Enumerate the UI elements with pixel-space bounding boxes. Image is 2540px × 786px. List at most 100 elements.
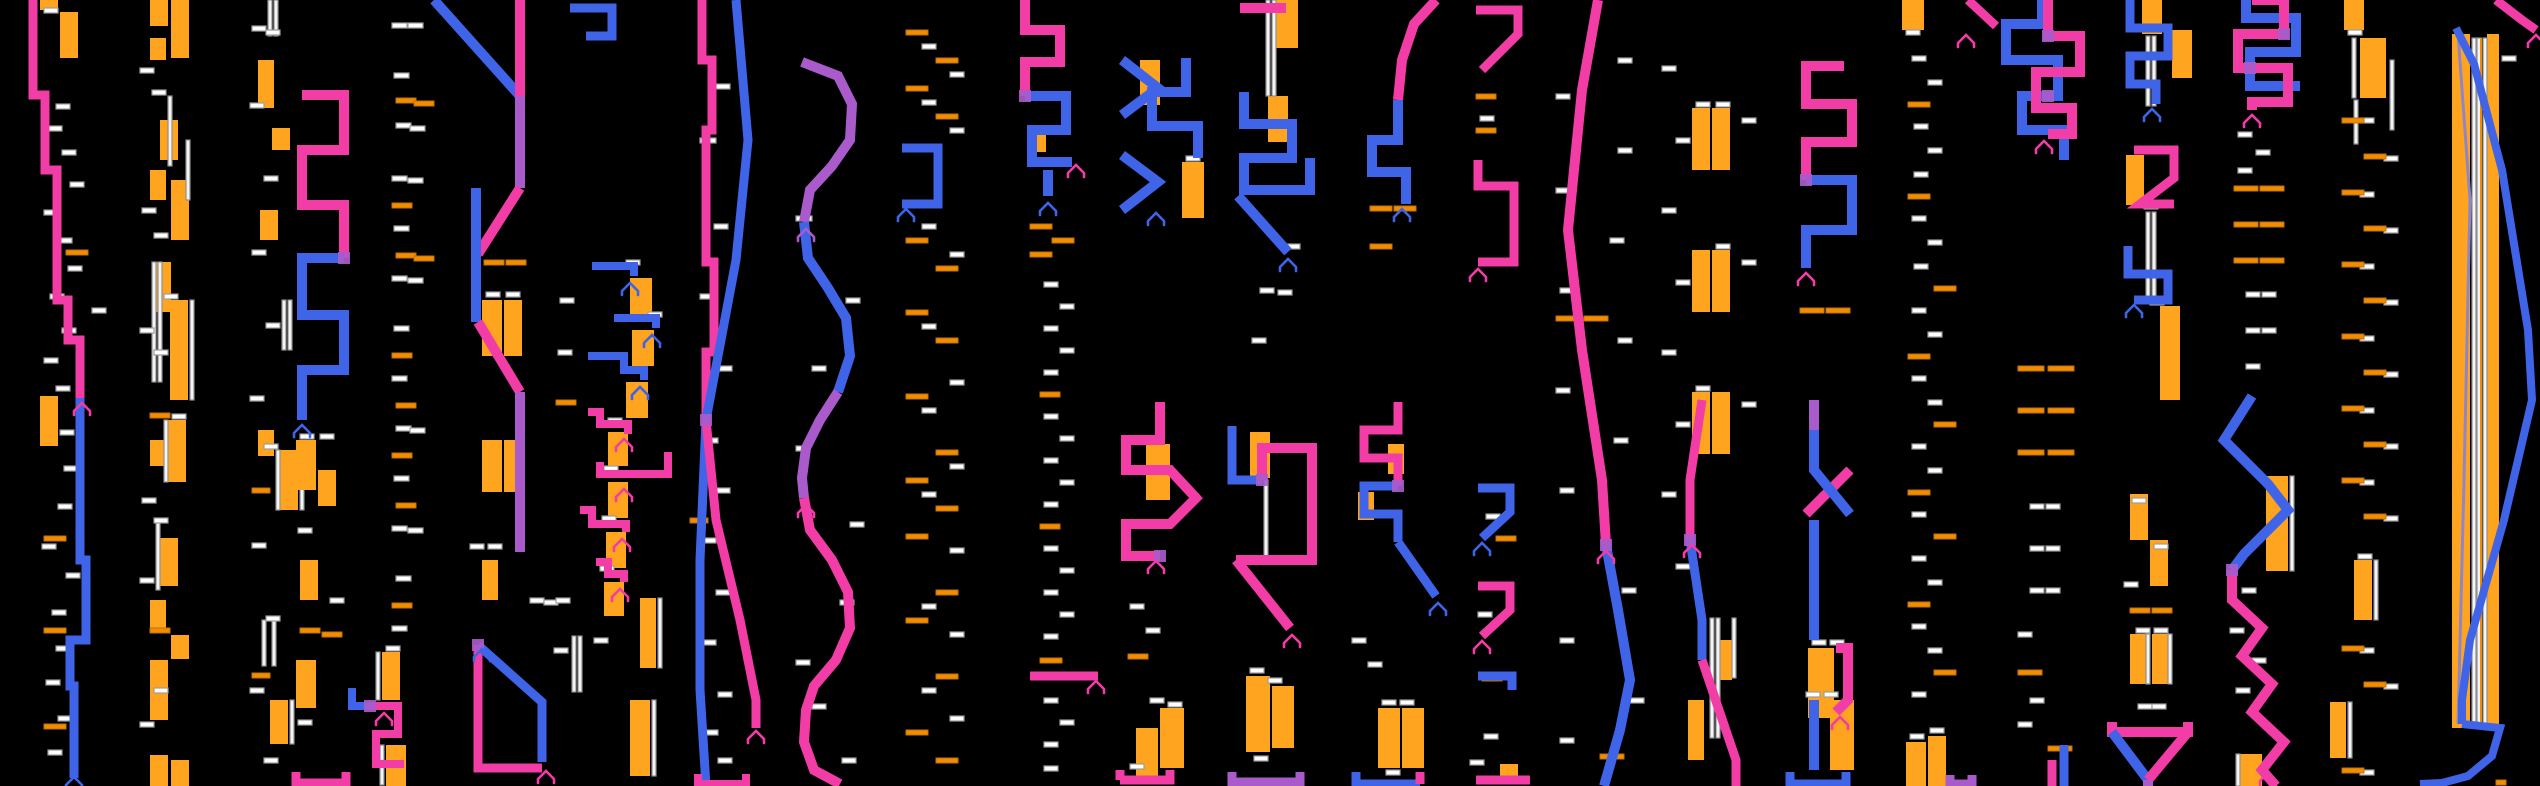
orange-dash [2363,681,2387,688]
lane-05-dash-ladder [348,22,435,786]
white-dash [1059,567,1075,574]
lane-14-pink-blue-steps [1351,0,1448,786]
orange-dash [1127,653,1149,660]
white-dash [393,325,410,332]
white-dash [1913,171,1929,178]
caret-mark [1796,271,1816,287]
vertical-bar [271,619,277,667]
white-dash [841,757,857,764]
white-dash [1621,587,1637,594]
caret-mark [2526,33,2540,49]
white-dash [949,547,965,554]
white-dash [1929,727,1945,734]
note-block [1712,108,1730,170]
lane-08-pink-vertical-blue-cross [689,0,766,786]
vertical-bar [155,519,161,591]
orange-dash [935,673,959,680]
orange-dash [149,627,171,634]
trace-line [1232,556,1294,632]
note-block [150,38,166,60]
white-dash [385,645,401,652]
white-dash [1675,137,1691,144]
white-dash [251,249,267,256]
note-block [630,700,650,776]
trace-joint [1019,90,1031,102]
trace-joint [2226,564,2238,576]
vertical-bar [151,261,157,383]
white-dash [1927,579,1943,586]
white-dash [2245,363,2261,370]
white-dash [1741,259,1757,266]
orange-dash [395,402,417,409]
orange-dash [2341,767,2365,774]
white-dash [1715,243,1731,250]
trace-line [2031,0,2085,139]
white-dash [1909,733,1925,740]
white-dash [845,297,861,304]
white-dash [1823,691,1839,698]
white-dash [2245,291,2261,298]
white-dash [2235,687,2251,694]
note-block [2130,634,2146,684]
trace-line [2107,722,2193,737]
orange-dash [1933,285,1957,292]
orange-dash [299,627,321,634]
white-dash [1167,701,1183,708]
lane-24-orange-band [2419,0,2540,786]
trace-line [1227,772,1305,786]
white-dash [1149,697,1165,704]
trace-line [1599,544,1636,786]
note-block [382,652,400,700]
trace-line [1367,100,1411,204]
white-dash [2237,131,2253,138]
white-dash [1715,101,1731,108]
vertical-bar [163,419,169,483]
white-dash [391,625,408,632]
trace-line [2233,0,2293,110]
white-dash [1911,215,1927,222]
white-dash [1043,413,1059,420]
caret-mark [374,711,394,727]
white-dash [1911,511,1927,518]
note-block [1136,728,1158,780]
orange-dash [2341,189,2365,196]
trace-line [596,452,672,478]
orange-dash [505,259,527,266]
white-dash [921,223,937,230]
white-dash [1805,691,1821,698]
orange-dash [2233,221,2259,228]
vertical-bar [2145,633,2151,685]
white-dash [69,181,85,188]
white-dash [1661,65,1677,72]
white-dash [1911,691,1927,698]
white-dash [141,207,157,214]
white-dash [1617,57,1633,64]
white-dash [1043,545,1059,552]
white-dash [2261,327,2277,334]
white-dash [2347,29,2363,36]
orange-dash [935,113,959,120]
note-block [150,600,166,630]
trace-line [2108,729,2152,783]
white-dash [1555,387,1571,394]
white-dash [2029,587,2045,594]
trace-line [902,143,943,209]
trace-line [1394,539,1440,599]
trace-line [695,419,711,786]
orange-dash [2233,185,2259,192]
note-block [2344,0,2364,30]
white-dash [593,637,609,644]
white-dash [1695,101,1711,108]
vertical-bar [1731,617,1737,679]
trace-line [297,90,349,258]
white-dash [1249,667,1265,674]
white-dash [2153,543,2169,550]
white-dash [1911,307,1927,314]
vertical-bar [2347,701,2353,759]
trace-line [1476,5,1523,74]
white-dash [45,679,61,686]
orange-dash [1039,391,1061,398]
trace-line [799,221,856,394]
white-dash [1043,281,1059,288]
lane-03-sparse-blocks [249,0,305,764]
